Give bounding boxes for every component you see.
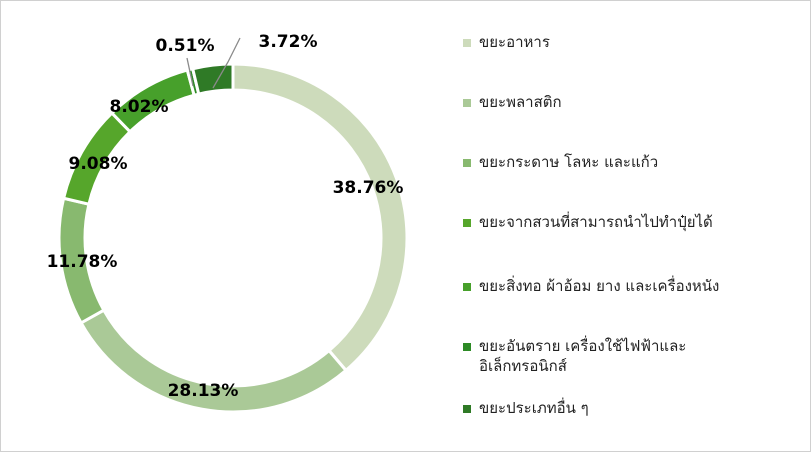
data-label-7: 3.72% xyxy=(259,32,318,52)
legend-label: ขยะจากสวนที่สามารถนำไปทำปุ๋ยได้ xyxy=(479,213,713,231)
legend-item-1: ขยะอาหาร xyxy=(463,32,550,52)
legend-label: ขยะอาหาร xyxy=(479,33,550,51)
data-labels-group: 38.76% 28.13% 11.78% 9.08% 8.02% 0.51% 3.72% xyxy=(47,32,404,401)
slice-7 xyxy=(190,62,235,96)
data-label-5: 8.02% xyxy=(110,97,169,117)
legend-item-7: ขยะประเภทอื่น ๆ xyxy=(463,398,589,418)
leader-line-6 xyxy=(186,57,194,87)
legend-swatch xyxy=(463,405,471,413)
legend-swatch xyxy=(463,99,471,107)
legend-label: ขยะพลาสติก xyxy=(479,93,562,111)
legend-label: ขยะอันตราย เครื่องใช้ไฟฟ้าและ อิเล็กทรอน… xyxy=(479,337,687,375)
legend-swatch xyxy=(463,39,471,47)
legend-item-4: ขยะจากสวนที่สามารถนำไปทำปุ๋ยได้ xyxy=(463,212,713,232)
legend-item-3: ขยะกระดาษ โลหะ และแก้ว xyxy=(463,152,658,172)
legend-swatch xyxy=(463,159,471,167)
data-label-2: 28.13% xyxy=(168,381,239,401)
legend-item-5: ขยะสิ่งทอ ผ้าอ้อม ยาง และเครื่องหนัง xyxy=(463,276,719,296)
legend-swatch xyxy=(463,219,471,227)
slice-1 xyxy=(231,62,409,373)
data-label-4: 9.08% xyxy=(69,154,128,174)
legend-item-6: ขยะอันตราย เครื่องใช้ไฟฟ้าและ อิเล็กทรอน… xyxy=(463,336,686,376)
data-label-1: 38.76% xyxy=(333,178,404,198)
leader-line-7 xyxy=(212,37,241,89)
legend-swatch xyxy=(463,343,471,351)
legend-label: ขยะสิ่งทอ ผ้าอ้อม ยาง และเครื่องหนัง xyxy=(479,277,720,295)
legend-label: ขยะประเภทอื่น ๆ xyxy=(479,399,589,417)
data-label-3: 11.78% xyxy=(47,252,118,272)
legend-item-2: ขยะพลาสติก xyxy=(463,92,562,112)
legend-swatch xyxy=(463,283,471,291)
legend-label: ขยะกระดาษ โลหะ และแก้ว xyxy=(479,153,659,171)
data-label-6: 0.51% xyxy=(156,36,215,56)
leader-lines-group xyxy=(186,37,241,89)
